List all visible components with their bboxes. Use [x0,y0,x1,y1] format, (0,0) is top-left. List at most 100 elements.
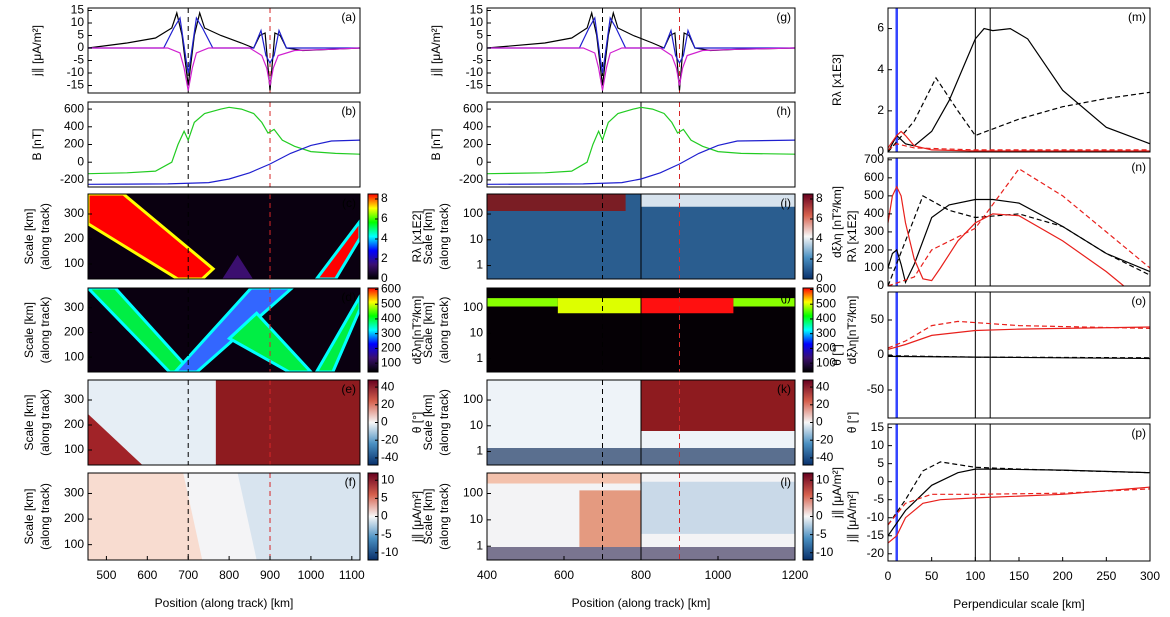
plot-frame [486,287,796,373]
plot-frame [87,7,361,94]
plot-frame [887,423,1151,562]
colorbar-tick-label: 600 [381,282,401,296]
colorbar [802,193,814,280]
panel-label: (l) [780,475,791,489]
panel-label: (d) [341,290,356,304]
panel [88,102,360,187]
colorbar-tick-label: 300 [381,326,401,340]
y-tick-label: -200 [60,172,84,186]
heatmap-region [88,194,216,279]
y-tick-label: 0 [877,278,884,292]
colorbar-tick-label: 0 [816,415,823,429]
x-tick-label: 0 [885,569,892,583]
x-axis-label: Position (along track) [km] [155,596,294,610]
panel-label: (f) [345,475,356,489]
y-tick-label: 10 [470,15,484,29]
panel [487,8,795,93]
x-tick-label: 1000 [705,568,732,582]
x-tick-label: 250 [1096,569,1116,583]
data-line [888,486,1150,544]
y-axis-label: Rλ [x1E3] [830,54,844,106]
panel [88,380,360,465]
heatmap-region [641,481,795,534]
data-line [888,326,1150,350]
colorbar [367,287,379,373]
y-tick-label: 400 [864,206,884,220]
colorbar-label: Rλ [x1E2] [845,210,859,262]
x-tick-label: 300 [1140,569,1160,583]
panel [487,288,795,372]
y-tick-label: 1 [476,538,483,552]
data-line [487,106,795,175]
colorbar-tick-label: 20 [816,397,830,411]
heatmap-region [487,473,641,484]
y-tick-label: 300 [64,300,84,314]
colorbar-tick-label: 8 [816,191,823,205]
colorbar-tick-label: -5 [381,527,392,541]
heatmap-region [557,298,641,314]
y-tick-label: 200 [463,137,483,151]
heatmap-region [173,288,295,372]
heatmap-region [314,293,360,372]
plot-frame [486,7,796,94]
y-tick-label: 100 [463,486,483,500]
y-tick-label: 200 [64,137,84,151]
y-axis-label: (along track) [38,203,52,270]
data-line [88,10,360,91]
colorbar-label: j∥ [μA/m²] [845,491,859,543]
plot-frame [87,379,361,466]
colorbar-tick-label: 0 [816,271,823,285]
panel [487,473,795,560]
x-tick-label: 500 [96,568,116,582]
y-tick-label: 200 [864,242,884,256]
panel [88,288,360,372]
y-tick-label: 300 [64,486,84,500]
x-axis-label: Perpendicular scale [km] [953,597,1084,611]
x-tick-label: 200 [1053,569,1073,583]
colorbar-tick-label: 500 [381,296,401,310]
plot-frame [887,7,1151,153]
colorbar-tick-label: 0 [816,509,823,523]
heatmap-region [88,473,203,560]
heatmap-region [487,298,558,307]
y-tick-label: -50 [867,382,885,396]
y-axis-label: Scale [km] [421,302,435,358]
colorbar-label: dξλη[nT²/km] [845,296,859,365]
plot-frame [486,379,796,466]
data-line [88,139,360,185]
panel-label: (k) [777,382,791,396]
y-tick-label: 0 [476,154,483,168]
panel [888,158,1150,286]
colorbar-tick-label: 500 [816,296,836,310]
colorbar-label: j∥ [μA/m²] [410,491,424,543]
y-tick-label: 1 [476,351,483,365]
x-axis-label: Position (along track) [km] [572,596,711,610]
colorbar-label: Rλ [x1E2] [410,210,424,262]
y-tick-label: 400 [64,119,84,133]
y-axis-label: (along track) [437,483,451,550]
y-tick-label: 5 [77,28,84,42]
colorbar-tick-label: 600 [816,282,836,296]
panel [88,8,360,93]
panel [888,424,1150,561]
heatmap-region [314,218,360,279]
heatmap-region [641,298,734,314]
panel [487,194,795,279]
colorbar-tick-label: -5 [816,527,827,541]
data-line [888,76,1150,152]
colorbar-tick-label: 300 [816,326,836,340]
panel-label: (g) [776,10,791,24]
y-axis-label: Scale [km] [22,488,36,544]
plot-frame [87,193,361,280]
y-tick-label: 10 [470,325,484,339]
y-tick-label: 200 [64,417,84,431]
plot-frame [887,291,1151,419]
y-axis-label: (along track) [437,203,451,270]
y-tick-label: 300 [64,206,84,220]
colorbar-tick-label: 2 [381,251,388,265]
y-tick-label: 50 [871,312,885,326]
y-tick-label: -5 [73,53,84,67]
y-tick-label: -10 [466,65,484,79]
x-tick-label: 1200 [782,568,809,582]
panel [88,473,360,560]
